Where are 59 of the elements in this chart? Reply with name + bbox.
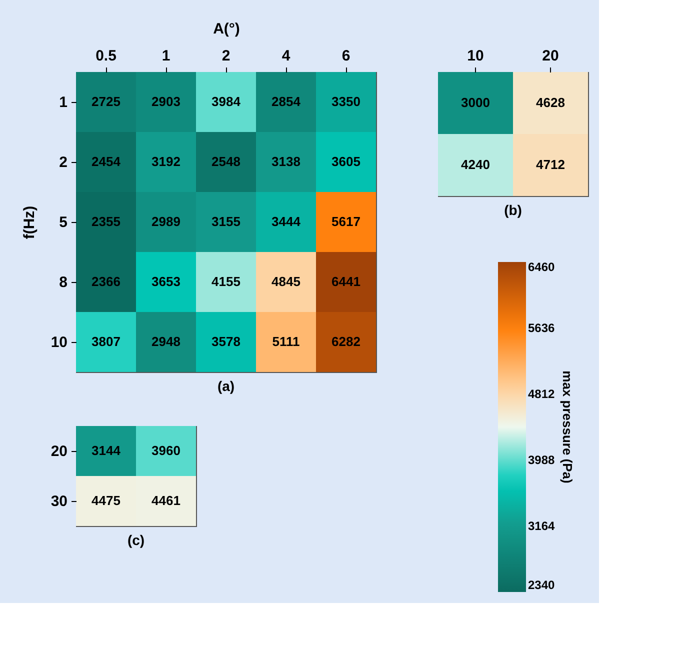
x-tick-label: 10 [467, 48, 484, 64]
data-label: 2355 [92, 214, 120, 229]
x-tick-label: 4 [282, 48, 291, 64]
x-tick-label: 0.5 [96, 48, 116, 64]
data-label: 2725 [92, 94, 120, 109]
data-label: 2548 [212, 154, 240, 169]
color-bar-label: 4812 [528, 387, 556, 401]
x-axis-title: A(°) [213, 20, 240, 38]
color-bar-title: max pressure (Pa) [560, 370, 575, 484]
data-label: 2948 [152, 334, 180, 349]
x-tick-label: 2 [222, 48, 230, 64]
data-label: 3960 [152, 443, 180, 458]
data-label: 3653 [152, 274, 180, 289]
y-tick-label: 5 [59, 214, 68, 231]
data-label: 4712 [536, 157, 565, 172]
y-tick-label: 30 [50, 493, 68, 510]
data-label: 4155 [212, 274, 240, 289]
color-bar-label: 6460 [528, 260, 556, 274]
x-tick-label: 20 [542, 48, 559, 64]
color-bar-label: 2340 [528, 578, 556, 592]
data-label: 4461 [152, 493, 180, 508]
data-label: 3984 [212, 94, 242, 109]
text: (c) [127, 532, 145, 548]
data-label: 3155 [212, 214, 240, 229]
data-label: 2854 [272, 94, 302, 109]
data-label: 2366 [92, 274, 120, 289]
x-tick-label: 6 [342, 48, 350, 64]
color-bar-label: 3164 [528, 519, 556, 533]
data-label: 3144 [92, 443, 122, 458]
data-label: 3350 [332, 94, 360, 109]
data-label: 4475 [92, 493, 120, 508]
data-label: 3444 [272, 214, 302, 229]
text: (b) [504, 202, 522, 218]
data-label: 5617 [332, 214, 360, 229]
data-label: 3578 [212, 334, 240, 349]
text: (a) [217, 378, 235, 394]
data-label: 3000 [461, 95, 490, 110]
y-tick-label: 20 [50, 443, 68, 460]
x-tick-label: 1 [162, 48, 170, 64]
y-tick-label: 8 [59, 274, 68, 291]
data-label: 3192 [152, 154, 180, 169]
color-bar-label: 3988 [528, 453, 556, 467]
data-label: 3605 [332, 154, 360, 169]
data-label: 4240 [461, 157, 490, 172]
data-label: 2903 [152, 94, 180, 109]
data-label: 4845 [272, 274, 300, 289]
y-tick-label: 2 [59, 154, 68, 171]
y-tick-label: 1 [59, 94, 68, 111]
data-label: 3138 [272, 154, 300, 169]
data-label: 2989 [152, 214, 180, 229]
y-tick-label: 10 [50, 334, 68, 351]
data-label: 2454 [92, 154, 122, 169]
data-label: 6441 [332, 274, 360, 289]
data-label: 5111 [272, 334, 300, 349]
color-bar-label: 5636 [528, 321, 556, 335]
y-axis-title: f(Hz) [20, 206, 38, 240]
data-label: 4628 [536, 95, 565, 110]
data-label: 3807 [92, 334, 120, 349]
data-label: 6282 [332, 334, 360, 349]
